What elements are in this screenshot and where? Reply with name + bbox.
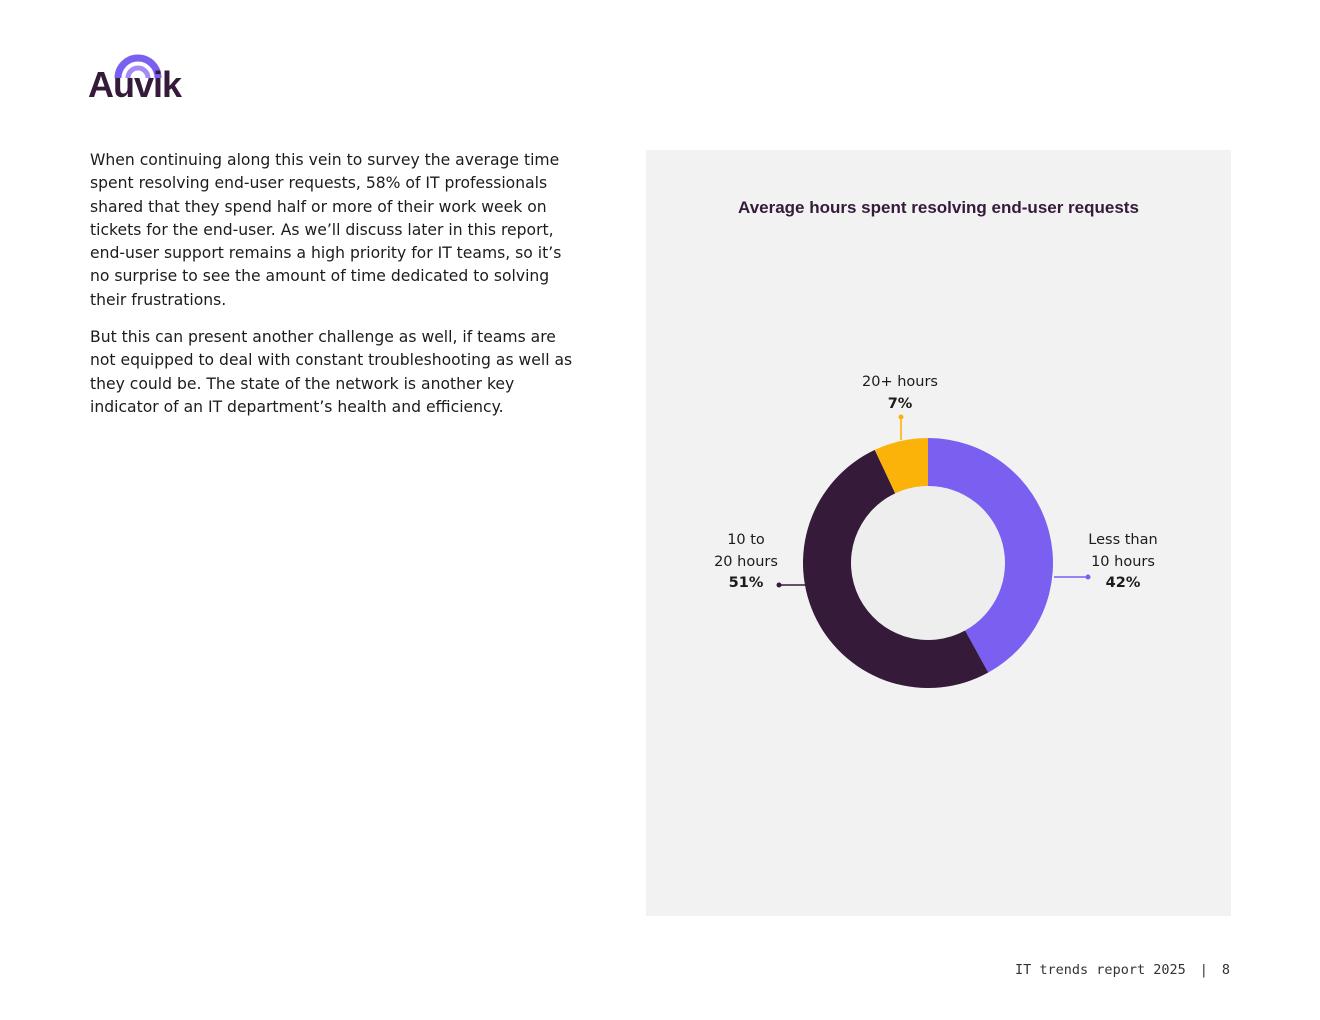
value-20-plus: 7% — [887, 395, 913, 412]
slice-20-plus — [874, 438, 928, 494]
body-text: When continuing along this vein to surve… — [90, 149, 575, 433]
label-less-than-10-line1: Less than — [1088, 532, 1158, 548]
footer-page-number: 8 — [1221, 962, 1230, 978]
label-less-than-10: Less than 10 hours 42% — [1080, 530, 1166, 595]
value-10-to-20: 51% — [728, 575, 764, 591]
slice-10-to-20 — [803, 449, 989, 688]
auvik-logo: Auvik — [88, 52, 188, 108]
footer-separator: | — [1199, 962, 1208, 978]
leader-10-to-20-dot — [776, 582, 782, 588]
slice-less-than-10 — [928, 438, 1053, 673]
paragraph-2: But this can present another challenge a… — [90, 328, 573, 416]
paragraph-1: When continuing along this vein to surve… — [90, 151, 562, 309]
footer: IT trends report 2025 | 8 — [1015, 962, 1230, 978]
leader-20-plus-dot — [898, 414, 904, 420]
label-less-than-10-line2: 10 hours — [1091, 553, 1155, 570]
footer-report: IT trends report 2025 — [1015, 962, 1186, 978]
chart-title: Average hours spent resolving end-user r… — [738, 198, 1139, 217]
label-10-to-20: 10 to 20 hours 51% — [706, 530, 786, 595]
label-10-to-20-line2: 20 hours — [714, 553, 778, 570]
logo-arc-icon — [114, 54, 162, 79]
label-20-plus: 20+ hours 7% — [856, 372, 944, 415]
label-20-plus-line1: 20+ hours — [862, 374, 938, 390]
logo-text: Auvik — [88, 64, 182, 105]
leader-less-than-10-dot — [1085, 574, 1091, 580]
label-10-to-20-line1: 10 to — [727, 532, 765, 548]
value-less-than-10: 42% — [1105, 575, 1141, 591]
donut-hole — [851, 486, 1005, 640]
